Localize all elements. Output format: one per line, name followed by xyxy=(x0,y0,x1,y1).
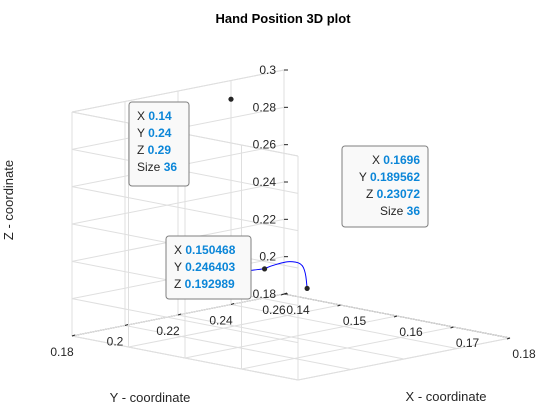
z-tick-label: 0.24 xyxy=(253,175,277,189)
datatip: X 0.14 Y 0.24 Z 0.29 Size 36 xyxy=(128,96,234,187)
wall-grid-z-left xyxy=(71,181,285,225)
datatip-row: X 0.1696 xyxy=(372,153,420,167)
chart-title: Hand Position 3D plot xyxy=(215,11,351,26)
z-tick-label: 0.28 xyxy=(253,100,277,114)
datatip-row: X 0.150468 xyxy=(174,243,236,257)
datatip-box xyxy=(341,145,429,228)
datatips-layer: X 0.14 Y 0.24 Z 0.29 Size 36 X 0.1696 Y 0.189… xyxy=(128,96,429,300)
y-tick-mark xyxy=(71,334,76,337)
datatip-row: Z 0.23072 xyxy=(366,187,420,201)
tick-labels: 0.14 0.15 0.16 0.17 0.18 0.26 0.24 0.22 0.2 0.18 0… xyxy=(50,63,536,361)
x-tick-label: 0.17 xyxy=(456,336,480,350)
x-tick-mark xyxy=(280,293,285,296)
floor-grid-y xyxy=(124,325,352,370)
y-tick-label: 0.26 xyxy=(262,303,286,317)
datatip-marker xyxy=(261,266,268,272)
y-tick-mark xyxy=(124,324,129,326)
datatip-row: Z 0.192989 xyxy=(174,277,235,291)
wall-grid-z-right xyxy=(71,186,299,232)
z-tick-label: 0.2 xyxy=(259,250,276,264)
x-tick-mark xyxy=(450,326,454,329)
datatip-row: Size 36 xyxy=(137,160,177,174)
z-tick-label: 0.18 xyxy=(253,287,277,301)
grid-lines xyxy=(71,69,511,381)
y-tick-label: 0.24 xyxy=(209,314,233,328)
y-tick-label: 0.18 xyxy=(50,345,74,359)
x-axis-label: X - coordinate xyxy=(406,389,487,404)
x-tick-mark xyxy=(337,304,341,307)
wall-grid-z-right xyxy=(71,335,299,381)
y-tick-mark xyxy=(177,313,182,316)
x-tick-mark xyxy=(506,337,511,340)
wall-grid-z-left xyxy=(71,69,285,113)
datatip: X 0.1696 Y 0.189562 Z 0.23072 Size 36 xyxy=(261,145,429,272)
y-tick-mark xyxy=(230,303,235,305)
datatip-row: Y 0.189562 xyxy=(359,170,421,184)
floor-grid-y xyxy=(177,314,405,360)
z-tick-label: 0.3 xyxy=(259,63,276,77)
datatip-box xyxy=(128,101,190,187)
z-tick-label: 0.26 xyxy=(253,138,277,152)
datatip-row: Size 36 xyxy=(380,204,420,218)
datatip-row: Y 0.24 xyxy=(137,126,172,140)
z-tick-label: 0.22 xyxy=(253,212,277,226)
datatip-row: Z 0.29 xyxy=(137,143,171,157)
y-tick-label: 0.2 xyxy=(107,335,124,349)
datatip-box xyxy=(165,235,252,300)
x-tick-mark xyxy=(393,315,398,318)
x-tick-label: 0.18 xyxy=(512,347,536,361)
datatip-row: X 0.14 xyxy=(137,109,172,123)
y-tick-label: 0.22 xyxy=(156,324,180,338)
wall-grid-z-right xyxy=(71,298,299,344)
datatip-row: Y 0.246403 xyxy=(174,260,236,274)
datatip-marker xyxy=(228,96,234,102)
datatip-marker xyxy=(304,285,310,292)
x-tick-label: 0.16 xyxy=(399,325,423,339)
y-axis-label: Y - coordinate xyxy=(110,390,191,405)
floor-grid-y xyxy=(230,304,458,349)
x-tick-label: 0.14 xyxy=(286,303,310,317)
datatip: X 0.150468 Y 0.246403 Z 0.192989 xyxy=(165,235,310,300)
z-axis-label: Z - coordinate xyxy=(1,160,16,240)
x-tick-label: 0.15 xyxy=(343,314,367,328)
